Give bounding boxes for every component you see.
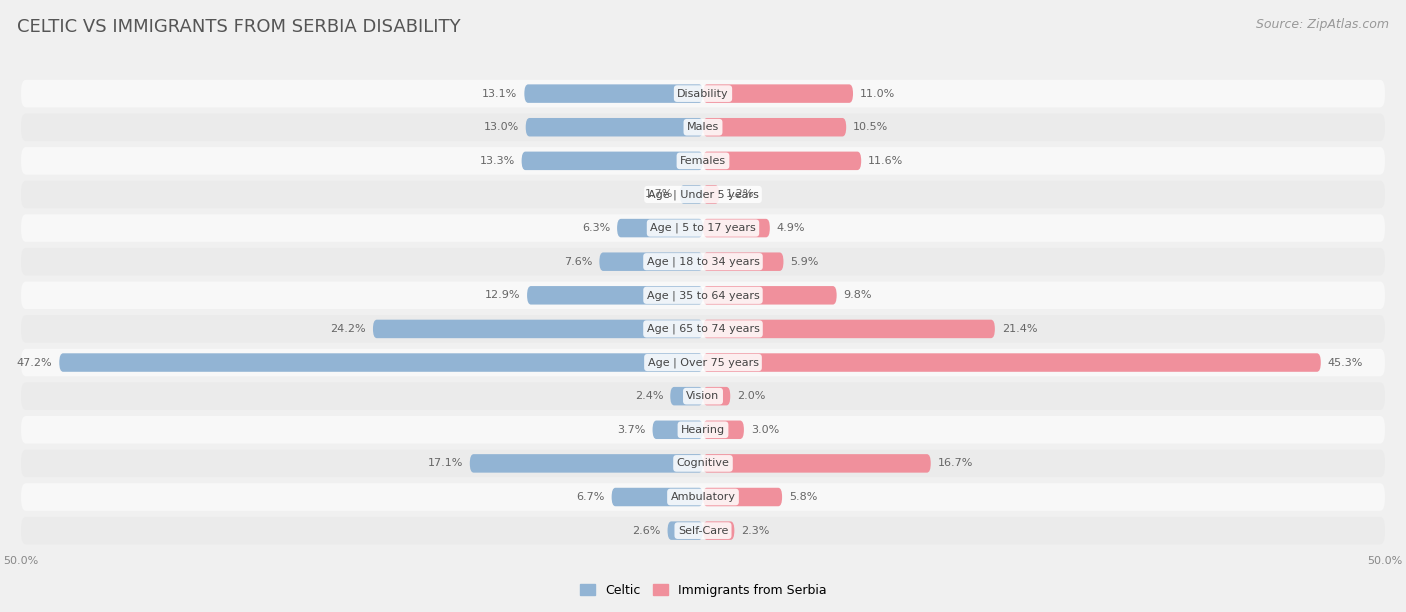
FancyBboxPatch shape [617, 219, 703, 237]
Text: 12.9%: 12.9% [485, 290, 520, 300]
FancyBboxPatch shape [21, 483, 1385, 511]
FancyBboxPatch shape [703, 387, 730, 405]
FancyBboxPatch shape [21, 382, 1385, 410]
FancyBboxPatch shape [526, 118, 703, 136]
Text: Age | 65 to 74 years: Age | 65 to 74 years [647, 324, 759, 334]
FancyBboxPatch shape [373, 319, 703, 338]
FancyBboxPatch shape [671, 387, 703, 405]
Text: Vision: Vision [686, 391, 720, 401]
FancyBboxPatch shape [703, 286, 837, 305]
Text: Hearing: Hearing [681, 425, 725, 435]
Text: 7.6%: 7.6% [564, 256, 592, 267]
Text: 13.1%: 13.1% [482, 89, 517, 99]
Text: Males: Males [688, 122, 718, 132]
Text: Age | 35 to 64 years: Age | 35 to 64 years [647, 290, 759, 300]
Text: CELTIC VS IMMIGRANTS FROM SERBIA DISABILITY: CELTIC VS IMMIGRANTS FROM SERBIA DISABIL… [17, 18, 461, 36]
Text: Source: ZipAtlas.com: Source: ZipAtlas.com [1256, 18, 1389, 31]
FancyBboxPatch shape [703, 219, 770, 237]
Text: 2.6%: 2.6% [633, 526, 661, 536]
FancyBboxPatch shape [668, 521, 703, 540]
Text: Females: Females [681, 156, 725, 166]
Text: Age | Over 75 years: Age | Over 75 years [648, 357, 758, 368]
Text: 2.4%: 2.4% [636, 391, 664, 401]
Text: Age | 5 to 17 years: Age | 5 to 17 years [650, 223, 756, 233]
FancyBboxPatch shape [21, 113, 1385, 141]
FancyBboxPatch shape [21, 517, 1385, 545]
Text: 4.9%: 4.9% [776, 223, 806, 233]
FancyBboxPatch shape [21, 214, 1385, 242]
Text: Cognitive: Cognitive [676, 458, 730, 468]
FancyBboxPatch shape [681, 185, 703, 204]
FancyBboxPatch shape [703, 353, 1320, 372]
Text: 3.7%: 3.7% [617, 425, 645, 435]
Legend: Celtic, Immigrants from Serbia: Celtic, Immigrants from Serbia [575, 579, 831, 602]
FancyBboxPatch shape [21, 181, 1385, 208]
Text: 47.2%: 47.2% [17, 357, 52, 368]
FancyBboxPatch shape [703, 319, 995, 338]
FancyBboxPatch shape [703, 84, 853, 103]
FancyBboxPatch shape [703, 253, 783, 271]
FancyBboxPatch shape [703, 420, 744, 439]
FancyBboxPatch shape [612, 488, 703, 506]
Text: 5.9%: 5.9% [790, 256, 818, 267]
FancyBboxPatch shape [524, 84, 703, 103]
Text: 21.4%: 21.4% [1001, 324, 1038, 334]
FancyBboxPatch shape [527, 286, 703, 305]
Text: 24.2%: 24.2% [330, 324, 366, 334]
Text: 11.6%: 11.6% [868, 156, 903, 166]
Text: 45.3%: 45.3% [1327, 357, 1362, 368]
FancyBboxPatch shape [470, 454, 703, 472]
Text: Disability: Disability [678, 89, 728, 99]
FancyBboxPatch shape [703, 152, 862, 170]
Text: 13.3%: 13.3% [479, 156, 515, 166]
FancyBboxPatch shape [59, 353, 703, 372]
Text: Self-Care: Self-Care [678, 526, 728, 536]
Text: Age | Under 5 years: Age | Under 5 years [648, 189, 758, 200]
Text: Ambulatory: Ambulatory [671, 492, 735, 502]
FancyBboxPatch shape [703, 118, 846, 136]
Text: 9.8%: 9.8% [844, 290, 872, 300]
FancyBboxPatch shape [703, 521, 734, 540]
FancyBboxPatch shape [652, 420, 703, 439]
Text: 17.1%: 17.1% [427, 458, 463, 468]
FancyBboxPatch shape [21, 80, 1385, 107]
FancyBboxPatch shape [703, 185, 720, 204]
Text: 1.2%: 1.2% [725, 190, 755, 200]
FancyBboxPatch shape [703, 454, 931, 472]
Text: 2.0%: 2.0% [737, 391, 765, 401]
Text: 10.5%: 10.5% [853, 122, 889, 132]
Text: Age | 18 to 34 years: Age | 18 to 34 years [647, 256, 759, 267]
Text: 16.7%: 16.7% [938, 458, 973, 468]
FancyBboxPatch shape [522, 152, 703, 170]
FancyBboxPatch shape [21, 349, 1385, 376]
FancyBboxPatch shape [21, 450, 1385, 477]
Text: 11.0%: 11.0% [860, 89, 896, 99]
Text: 6.7%: 6.7% [576, 492, 605, 502]
Text: 6.3%: 6.3% [582, 223, 610, 233]
FancyBboxPatch shape [599, 253, 703, 271]
FancyBboxPatch shape [21, 416, 1385, 444]
FancyBboxPatch shape [703, 488, 782, 506]
Text: 2.3%: 2.3% [741, 526, 769, 536]
Text: 3.0%: 3.0% [751, 425, 779, 435]
FancyBboxPatch shape [21, 315, 1385, 343]
FancyBboxPatch shape [21, 248, 1385, 275]
Text: 1.7%: 1.7% [644, 190, 673, 200]
FancyBboxPatch shape [21, 282, 1385, 309]
Text: 5.8%: 5.8% [789, 492, 817, 502]
Text: 13.0%: 13.0% [484, 122, 519, 132]
FancyBboxPatch shape [21, 147, 1385, 174]
